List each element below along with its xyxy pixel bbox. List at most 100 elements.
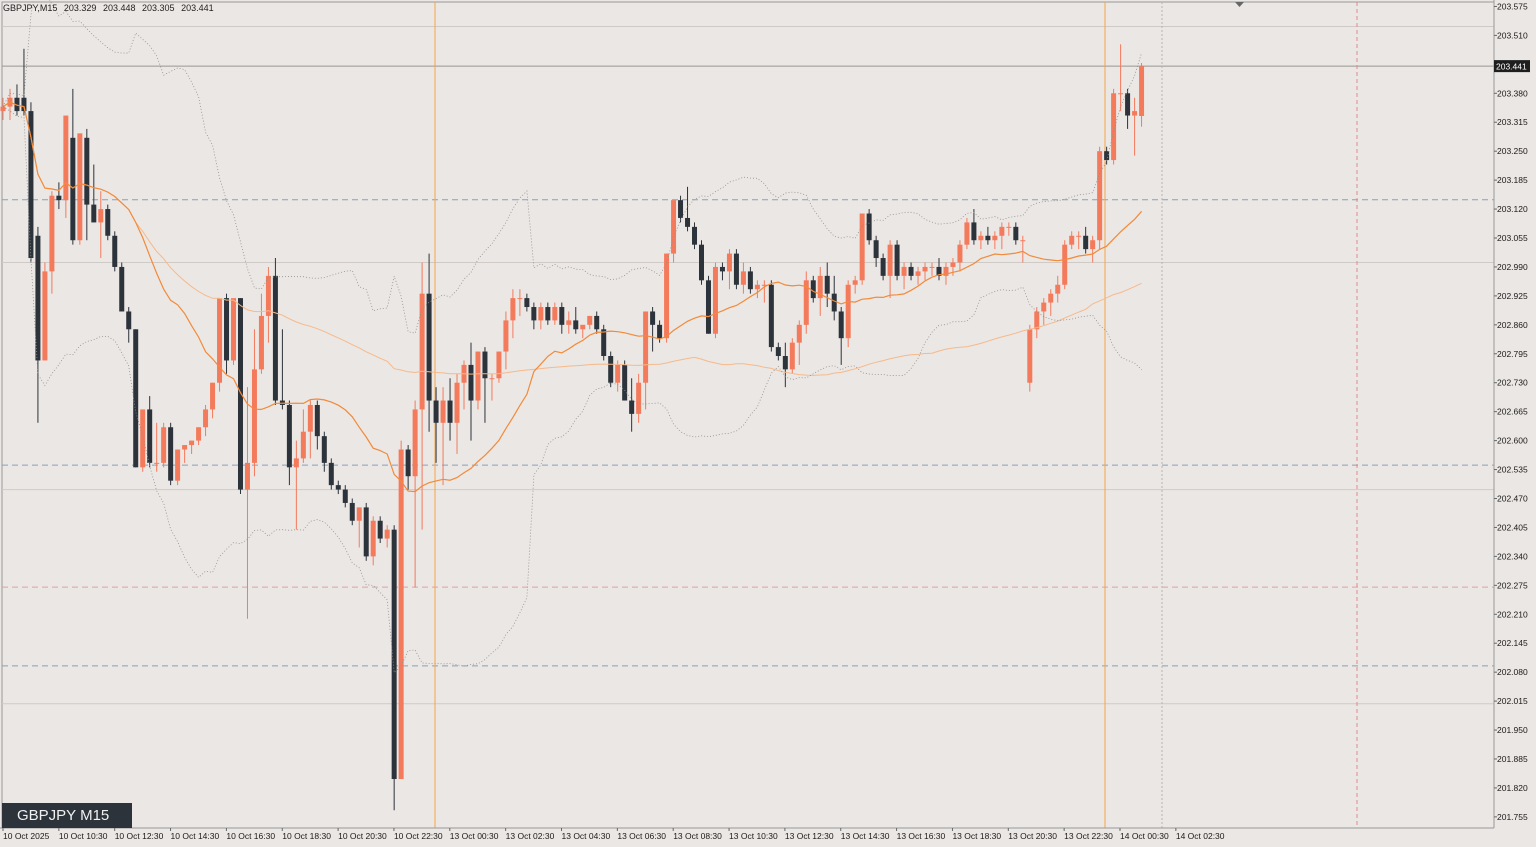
candle-body: [77, 133, 83, 241]
candle-body: [91, 204, 97, 223]
candle-body: [608, 356, 614, 383]
time-tick-label: 14 Oct 00:30: [1120, 831, 1169, 841]
candle-body: [1020, 240, 1026, 242]
candle-body: [838, 311, 844, 339]
candle-body: [768, 284, 774, 348]
candle-body: [363, 507, 369, 557]
candle-body: [964, 222, 970, 245]
time-tick-label: 13 Oct 18:30: [952, 831, 1001, 841]
candle-body: [943, 266, 949, 276]
candle-body: [999, 226, 1005, 236]
time-tick-label: 13 Oct 16:30: [897, 831, 946, 841]
price-tick-label: 201.820: [1497, 783, 1528, 793]
price-tick-label: 203.575: [1497, 1, 1528, 11]
candle-body: [384, 529, 390, 539]
candle-body: [426, 293, 432, 401]
candle-body: [203, 409, 209, 428]
candle-body: [182, 445, 188, 450]
candle-body: [782, 356, 788, 370]
lower-band: [2, 106, 1142, 674]
candle-body: [272, 275, 278, 401]
candle-body: [489, 378, 495, 380]
candle-body: [601, 329, 607, 356]
candle-body: [915, 271, 921, 276]
time-tick-label: 13 Oct 20:30: [1008, 831, 1057, 841]
candle-body: [517, 298, 523, 300]
candle-body: [119, 266, 125, 312]
time-tick-label: 10 Oct 22:30: [394, 831, 443, 841]
candle-body: [524, 298, 530, 308]
candle-body: [678, 200, 684, 218]
time-tick-label: 14 Oct 02:30: [1176, 831, 1225, 841]
candle-body: [1090, 240, 1096, 250]
time-tick-label: 13 Oct 12:30: [785, 831, 834, 841]
candle-body: [901, 266, 907, 276]
price-tick-label: 202.470: [1497, 493, 1528, 503]
candle-body: [859, 213, 865, 281]
time-tick-label: 10 Oct 20:30: [338, 831, 387, 841]
candle-body: [699, 244, 704, 281]
candle-body: [377, 520, 383, 539]
price-tick-label: 202.275: [1497, 580, 1528, 590]
price-tick-label: 202.665: [1497, 407, 1528, 417]
low-value: 203.305: [142, 3, 175, 13]
candle-body: [531, 307, 537, 321]
candle-body: [629, 400, 635, 414]
candle-body: [503, 320, 509, 352]
candle-body: [726, 253, 732, 272]
candle-body: [622, 364, 628, 401]
candle-body: [251, 369, 257, 463]
candle-body: [1069, 235, 1075, 245]
candle-body: [63, 115, 69, 201]
candle-body: [335, 485, 341, 490]
candle-body: [650, 311, 656, 325]
candle-body: [1083, 235, 1089, 250]
candle-body: [349, 502, 355, 521]
price-tick-label: 203.120: [1497, 204, 1528, 214]
candle-body: [1006, 226, 1012, 228]
high-value: 203.448: [102, 3, 136, 13]
candle-body: [866, 213, 872, 241]
slow-moving-average: [2, 101, 1142, 376]
price-tick-label: 202.405: [1497, 522, 1528, 532]
candle-body: [615, 364, 621, 383]
candle-body: [98, 209, 104, 223]
price-tick-label: 202.795: [1497, 349, 1528, 359]
candle-body: [1125, 93, 1131, 116]
candle-body: [1062, 244, 1068, 285]
candle-body: [873, 240, 879, 259]
candle-body: [657, 324, 663, 339]
current-price-box: [1494, 60, 1530, 73]
candle-body: [468, 364, 474, 401]
candle-body: [803, 280, 809, 325]
candle-body: [35, 235, 41, 361]
candle-body: [1048, 293, 1054, 303]
candle-body: [887, 244, 893, 276]
price-tick-label: 201.885: [1497, 754, 1528, 764]
price-tick-label: 203.055: [1497, 233, 1528, 243]
candle-body: [398, 449, 404, 780]
candle-body: [594, 315, 600, 330]
price-tick-label: 203.250: [1497, 146, 1528, 156]
candle-body: [321, 436, 327, 463]
time-tick-label: 13 Oct 00:30: [450, 831, 499, 841]
candle-body: [894, 244, 900, 276]
candle-body: [140, 409, 146, 468]
time-tick-label: 13 Oct 10:30: [729, 831, 778, 841]
chart-shift-marker: [1235, 2, 1244, 7]
time-tick-label: 13 Oct 14:30: [841, 831, 890, 841]
time-tick-label: 13 Oct 06:30: [617, 831, 666, 841]
candle-body: [719, 266, 725, 272]
candle-body: [210, 382, 216, 410]
candle-body: [1034, 311, 1040, 330]
price-tick-label: 202.600: [1497, 436, 1528, 446]
candle-body: [908, 266, 914, 276]
candle-body: [685, 217, 691, 227]
candle-body: [692, 226, 698, 245]
price-tick-label: 202.340: [1497, 551, 1528, 561]
candle-body: [936, 266, 942, 276]
candle-body: [244, 462, 250, 490]
candle-body: [510, 298, 516, 321]
